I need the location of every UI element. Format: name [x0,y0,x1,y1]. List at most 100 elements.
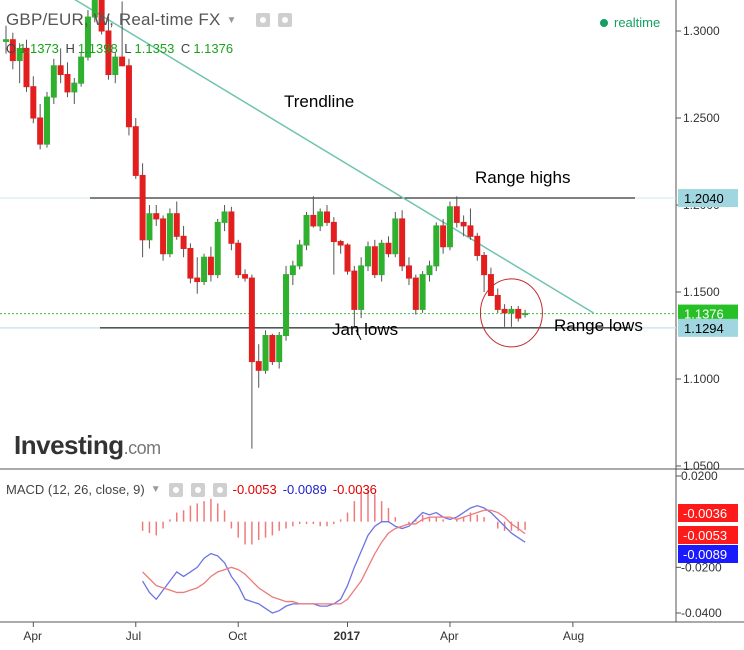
candle-body [262,335,269,371]
candle-body [119,56,126,67]
open-label: O [6,41,17,56]
candle-body [3,39,9,42]
candle-body [248,277,255,363]
candle-body [474,235,481,256]
candle-body [303,214,310,246]
candle-body [173,213,180,237]
candle-body [296,244,303,267]
time-tick-label: 2017 [334,629,361,643]
price-axis-label-bg [678,304,738,323]
candle-body [160,218,167,255]
candle-body [426,265,433,276]
candle-body [310,214,317,227]
logo-text: Investing [14,430,124,460]
candle-body [317,211,324,227]
chart-header: GBP/EUR, W, Real-time FX ▼ [6,10,293,30]
candle-body [330,221,337,243]
candle-body [324,211,331,223]
signal-line [142,509,526,605]
candle-body [269,335,276,363]
candle-body [405,265,412,279]
price-tick-label: 1.1500 [683,285,720,299]
macd-tick-label: 0.0200 [681,469,718,483]
highlight-circle [479,278,543,348]
candle-body [139,174,146,241]
settings-icon[interactable] [256,13,271,27]
price-axis-label: 1.1294 [684,321,724,336]
gear-icon[interactable] [278,13,293,27]
range-lows-annotation: Range lows [554,316,643,335]
candle-body [207,256,214,276]
macd-axis-label: -0.0036 [683,506,727,521]
macd-value-2: -0.0089 [282,482,327,497]
macd-header: MACD (12, 26, close, 9) ▼ -0.0053 -0.008… [6,482,377,497]
gear-icon[interactable] [190,482,205,497]
candle-body [43,96,50,145]
candle-body [105,30,112,75]
price-tick-label: 1.2500 [683,111,720,125]
macd-tick-label: -0.0400 [681,606,722,620]
candle-body [16,47,23,62]
high-label: H [65,41,75,56]
price-axis-label-bg [678,189,738,208]
live-dot-icon [600,18,608,27]
candle-body [214,221,221,276]
time-tick-label: Apr [440,629,459,643]
candle-body [453,206,460,223]
ohlc-readout: O 1.1373 H 1.1398 L 1.1353 C 1.1376 [6,41,236,56]
low-value: 1.1353 [134,41,175,56]
candle-body [84,16,91,58]
close-value: 1.1376 [193,41,234,56]
candle-body [23,47,30,88]
trendline-annotation: Trendline [284,92,355,111]
macd-axis-label: -0.0053 [683,528,727,543]
time-tick-label: Oct [228,629,247,643]
range-highs-annotation: Range highs [475,168,571,187]
candle-body [283,274,290,337]
time-tick-label: Aug [563,629,584,643]
price-axis-label: 1.2040 [684,191,724,206]
price-tick-label: 1.0500 [683,459,720,473]
low-label: L [124,41,132,56]
candle-body [501,308,508,314]
jan-lows-pointer [355,329,362,341]
candle-body [71,82,78,93]
symbol-title[interactable]: GBP/EUR, W, Real-time FX [6,10,221,29]
candle-body [132,126,139,176]
time-tick-label: Jul [126,629,141,643]
macd-value-1: -0.0053 [232,482,277,497]
candle-body [419,274,426,310]
candle-body [98,0,105,32]
candle-body [166,213,173,255]
candle-body [358,265,365,310]
high-value: 1.1398 [77,41,118,56]
candle-body [146,213,153,241]
candle-body [371,246,378,276]
macd-value-3: -0.0036 [332,482,377,497]
settings-icon[interactable] [168,482,183,497]
candle-body [201,256,208,283]
candle-body [494,294,501,310]
candle-body [255,361,262,371]
candle-body [412,277,419,310]
chevron-down-icon[interactable]: ▼ [150,484,161,495]
candle-body [515,308,522,319]
candle-body [344,244,351,272]
time-tick-label: Apr [23,629,42,643]
candle-body [522,313,529,316]
candle-body [276,335,283,363]
candle-body [194,277,201,283]
macd-label[interactable]: MACD (12, 26, close, 9) [6,482,145,497]
logo-suffix: .com [123,438,162,458]
close-label: C [180,41,191,56]
candle-body [378,242,385,276]
price-tick-label: 1.3000 [683,24,720,38]
candle-body [37,117,44,145]
close-icon[interactable] [212,482,227,497]
candle-body [508,308,515,314]
chevron-down-icon[interactable]: ▼ [226,14,237,26]
candle-body [487,274,494,296]
jan-lows-annotation: Jan lows [332,320,399,339]
candle-body [481,254,488,276]
